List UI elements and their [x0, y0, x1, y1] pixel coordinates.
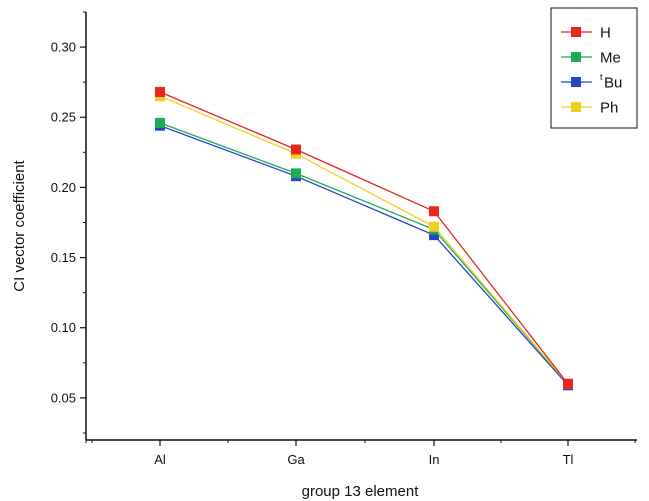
data-point	[429, 206, 439, 217]
data-point	[155, 117, 165, 128]
y-tick-label: 0.15	[51, 250, 76, 265]
legend-marker	[571, 52, 581, 62]
legend-box	[550, 7, 638, 129]
data-point	[291, 168, 301, 179]
legend: H Me t Bu Ph	[550, 7, 638, 129]
legend-item-ph: Ph	[561, 100, 618, 117]
x-tick-label: Ga	[287, 452, 305, 467]
data-point	[429, 230, 439, 241]
legend-marker	[571, 27, 581, 37]
y-tick-label: 0.20	[51, 180, 76, 195]
legend-marker	[571, 102, 581, 112]
data-point	[155, 86, 165, 97]
series-bu	[155, 120, 573, 391]
y-tick-label: 0.25	[51, 110, 76, 125]
series-line	[159, 122, 569, 385]
data-point	[291, 144, 301, 155]
x-tick-label: Al	[154, 452, 166, 467]
x-tick-label: In	[429, 452, 440, 467]
axes	[85, 12, 637, 441]
legend-label: Me	[600, 50, 621, 67]
y-tick-label: 0.05	[51, 390, 76, 405]
legend-item-h: H	[561, 25, 611, 42]
series-ph	[155, 91, 573, 389]
legend-label: Ph	[600, 100, 618, 117]
legend-label-superscript: t	[600, 72, 603, 82]
legend-label: Bu	[604, 75, 622, 92]
series-me	[155, 117, 573, 389]
y-tick-label: 0.10	[51, 320, 76, 335]
y-axis-title: CI vector coefficient	[11, 159, 28, 291]
legend-marker	[571, 77, 581, 87]
data-point	[563, 378, 573, 389]
series-line	[159, 95, 569, 385]
y-ticks: 0.05 0.10 0.15 0.20 0.25 0.30	[51, 11, 86, 434]
x-ticks: Al Ga In Tl	[85, 440, 636, 467]
data-point	[429, 221, 439, 232]
legend-item-bu: t Bu	[561, 72, 622, 92]
legend-label: H	[600, 25, 611, 42]
series-line	[159, 91, 569, 385]
series-h	[155, 86, 573, 389]
y-tick-label: 0.30	[51, 40, 76, 55]
x-tick-label: Tl	[563, 452, 574, 467]
series-line	[159, 125, 569, 386]
legend-item-me: Me	[561, 50, 621, 67]
x-axis-title: group 13 element	[302, 483, 420, 500]
series-layer	[155, 86, 573, 391]
